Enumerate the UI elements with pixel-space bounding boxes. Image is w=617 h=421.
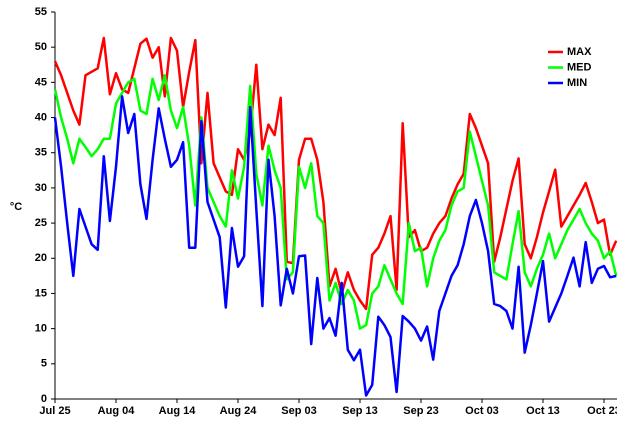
- y-tick-label: 40: [35, 111, 47, 123]
- y-tick-label: 25: [35, 217, 47, 229]
- y-tick-label: 20: [35, 252, 47, 264]
- y-tick-label: 35: [35, 147, 47, 159]
- series-line: [53, 36, 617, 311]
- x-tick-label: Sep 13: [342, 405, 377, 417]
- x-tick-label: Aug 24: [220, 405, 258, 417]
- x-tick-label: Jul 25: [39, 405, 70, 417]
- y-tick-label: 45: [35, 76, 47, 88]
- y-tick-label: 0: [41, 393, 47, 405]
- y-tick-label: 5: [41, 358, 47, 370]
- y-axis-label: °C: [10, 201, 22, 213]
- x-tick-label: Aug 14: [159, 405, 197, 417]
- y-tick-label: 15: [35, 287, 47, 299]
- y-tick-label: 30: [35, 182, 47, 194]
- x-tick-label: Sep 03: [281, 405, 316, 417]
- series-line: [53, 74, 617, 330]
- x-tick-label: Sep 23: [403, 405, 438, 417]
- x-tick-label: Oct 23: [587, 405, 617, 417]
- y-tick-label: 10: [35, 323, 47, 335]
- legend-label: MIN: [567, 77, 587, 89]
- series-line: [53, 95, 617, 397]
- x-tick-label: Oct 13: [526, 405, 560, 417]
- legend-label: MAX: [567, 46, 592, 58]
- x-tick-label: Aug 04: [98, 405, 136, 417]
- y-tick-label: 55: [35, 6, 47, 18]
- legend-label: MED: [567, 61, 592, 73]
- x-tick-label: Oct 03: [465, 405, 499, 417]
- y-tick-label: 50: [35, 41, 47, 53]
